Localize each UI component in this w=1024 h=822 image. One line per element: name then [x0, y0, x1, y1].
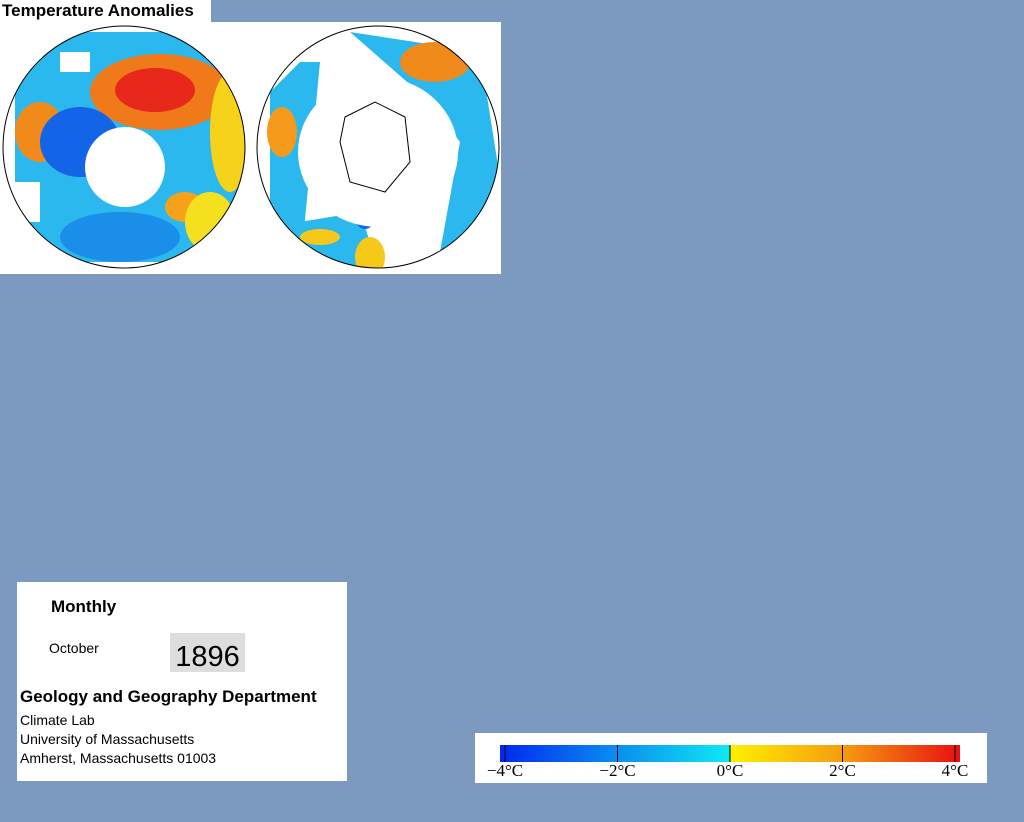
month: October	[49, 640, 99, 656]
tick-label: 4°C	[942, 761, 969, 780]
info-panel: Monthly October 1896 Geology and Geograp…	[17, 582, 347, 781]
colorbar: −4°C −2°C 0°C 2°C 4°C	[475, 733, 987, 783]
department: Geology and Geography Department	[20, 687, 317, 706]
info-line: University of Massachusetts	[20, 731, 195, 747]
year: 1896	[170, 633, 245, 673]
hemisphere-maps	[0, 22, 501, 274]
tick-label: 2°C	[829, 761, 856, 780]
southern-hemisphere	[257, 26, 499, 268]
northern-hemisphere	[15, 32, 245, 262]
title: Temperature Anomalies	[0, 0, 211, 22]
info-line: Climate Lab	[20, 712, 95, 728]
info-line: Amherst, Massachusetts 01003	[20, 750, 217, 766]
tick-label: −2°C	[599, 761, 635, 780]
period: Monthly	[51, 597, 117, 616]
tick-label: −4°C	[487, 761, 523, 780]
tick-label: 0°C	[717, 761, 744, 780]
